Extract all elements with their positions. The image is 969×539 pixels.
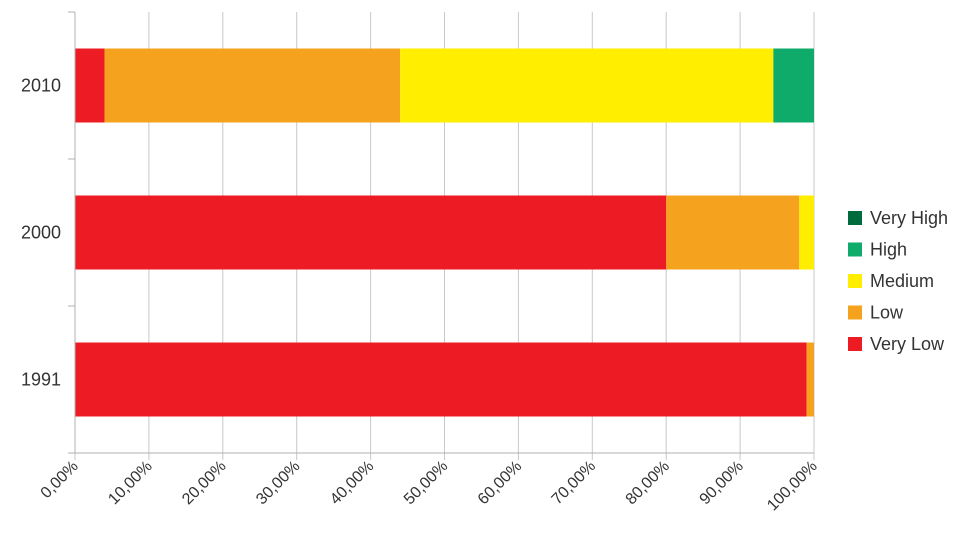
category-labels: 2010 2000 1991 <box>21 76 61 390</box>
bar-segment <box>75 342 807 417</box>
x-tick-label: 60,00% <box>475 458 525 508</box>
legend-label: Very Low <box>870 334 945 354</box>
category-label: 2000 <box>21 223 61 243</box>
bar-segment <box>75 48 105 123</box>
x-tick-label: 80,00% <box>623 458 673 508</box>
bar-segment <box>773 48 814 123</box>
legend-label: Medium <box>870 271 934 291</box>
legend-label: Very High <box>870 208 948 228</box>
legend-swatch <box>848 337 862 351</box>
x-tick-label: 100,00% <box>764 458 821 515</box>
x-tick-label: 10,00% <box>105 458 155 508</box>
x-tick-labels: 0,00% 10,00% 20,00% 30,00% 40,00% 50,00% 60,00… <box>38 458 821 515</box>
bar-segment <box>104 48 401 123</box>
legend-swatch <box>848 211 862 225</box>
bar-segment <box>400 48 774 123</box>
legend-label: High <box>870 240 907 260</box>
category-label: 1991 <box>21 370 61 390</box>
legend-label: Low <box>870 303 904 323</box>
x-tick-label: 70,00% <box>549 458 599 508</box>
x-tick-label: 50,00% <box>401 458 451 508</box>
bar-segment <box>806 342 814 417</box>
x-tick-label: 40,00% <box>327 458 377 508</box>
legend: Very High High Medium Low Very Low <box>848 208 948 354</box>
x-tick-label: 90,00% <box>697 458 747 508</box>
bar-segment <box>75 195 667 270</box>
x-tick-label: 20,00% <box>179 458 229 508</box>
category-label: 2010 <box>21 76 61 96</box>
legend-swatch <box>848 274 862 288</box>
bars <box>75 48 814 417</box>
axes <box>68 11 814 454</box>
bar-segment <box>666 195 800 270</box>
bar-segment <box>799 195 814 270</box>
legend-swatch <box>848 305 862 320</box>
x-tick-label: 0,00% <box>38 458 82 502</box>
x-tick-label: 30,00% <box>253 458 303 508</box>
legend-swatch <box>848 242 862 257</box>
